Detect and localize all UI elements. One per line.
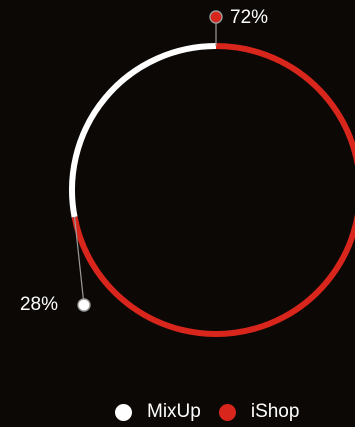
legend: MixUp iShop <box>115 398 317 426</box>
ring-slice-mixup[interactable] <box>69 43 217 218</box>
ring-group <box>69 43 355 337</box>
legend-label-ishop: iShop <box>250 401 300 422</box>
callout-dot-mixup <box>77 298 91 312</box>
ring-slice-ishop[interactable] <box>71 43 355 337</box>
pct-label-mixup: 28% <box>20 294 58 315</box>
callout-group: 72% 28% <box>20 7 268 315</box>
legend-item-ishop[interactable]: iShop <box>218 401 300 423</box>
leader-line-mixup <box>73 216 85 306</box>
callout-dot-ishop <box>209 10 223 24</box>
legend-swatch-mixup <box>115 403 132 421</box>
legend-swatch-ishop <box>218 403 236 421</box>
legend-label-mixup: MixUp <box>147 401 201 422</box>
pct-label-ishop: 72% <box>230 7 268 28</box>
legend-item-mixup[interactable]: MixUp <box>115 401 201 423</box>
